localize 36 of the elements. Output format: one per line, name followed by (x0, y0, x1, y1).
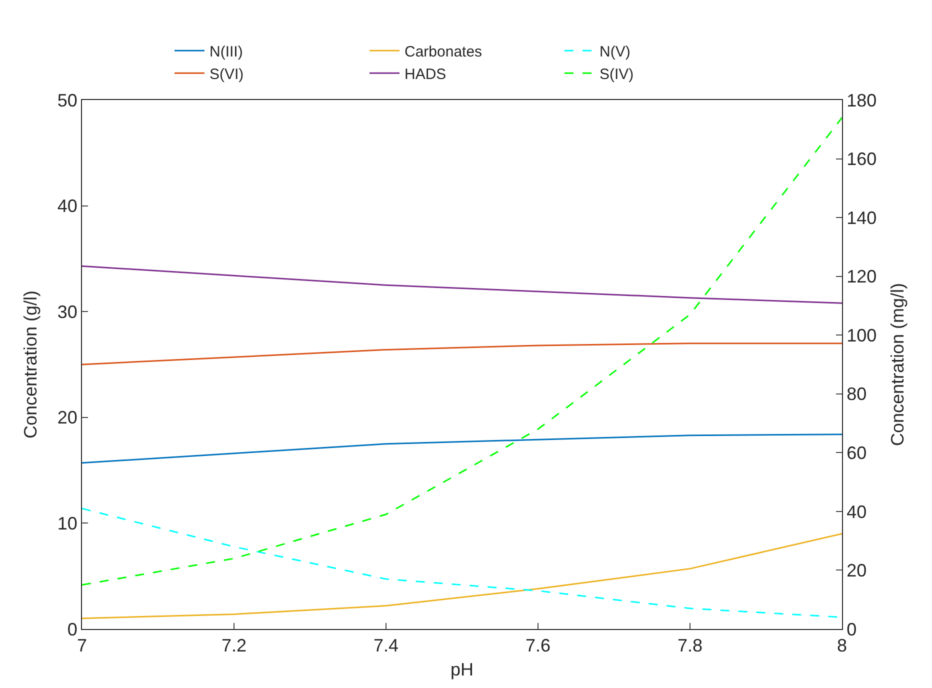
y-tick-label: 40 (57, 196, 78, 216)
x-axis-title: pH (450, 660, 474, 680)
x-tick-label: 7 (76, 636, 88, 656)
y-tick-label: 0 (67, 619, 78, 640)
legend-label: N(III) (210, 44, 243, 61)
x-tick-label: 7.6 (525, 636, 551, 656)
y2-tick-label: 140 (846, 208, 877, 228)
y2-tick-label: 120 (846, 266, 877, 287)
y2-tick-label: 180 (846, 90, 877, 110)
legend-label: S(IV) (600, 66, 634, 84)
line-series (82, 116, 842, 586)
y-tick-label: 30 (57, 302, 78, 322)
y2-tick-label: 40 (846, 502, 867, 522)
y-tick-label: 20 (57, 408, 78, 428)
legend-label: N(V) (600, 44, 630, 61)
legend-label: S(VI) (210, 66, 244, 84)
line-series (82, 265, 842, 304)
line-series (82, 434, 842, 464)
y2-tick-label: 0 (846, 619, 857, 640)
y-tick-label: 50 (57, 90, 78, 110)
x-tick-label: 7.4 (373, 636, 399, 656)
line-series (82, 342, 842, 366)
y2-tick-label: 100 (846, 325, 877, 346)
y2-tick-label: 80 (846, 384, 867, 404)
y2-axis-title: Concentration (mg/l) (888, 282, 908, 446)
line-series (82, 533, 842, 620)
y2-tick-label: 60 (846, 442, 867, 463)
legend-label: Carbonates (404, 44, 482, 61)
y-tick-label: 10 (57, 514, 78, 534)
x-tick-label: 8 (836, 636, 848, 656)
x-tick-label: 7.8 (677, 636, 703, 656)
y-axis-title: Concentration (g/l) (20, 290, 41, 439)
x-tick-label: 7.2 (221, 636, 247, 656)
y2-tick-label: 20 (846, 560, 867, 581)
y2-tick-label: 160 (846, 149, 877, 170)
legend-label: HADS (404, 66, 446, 84)
